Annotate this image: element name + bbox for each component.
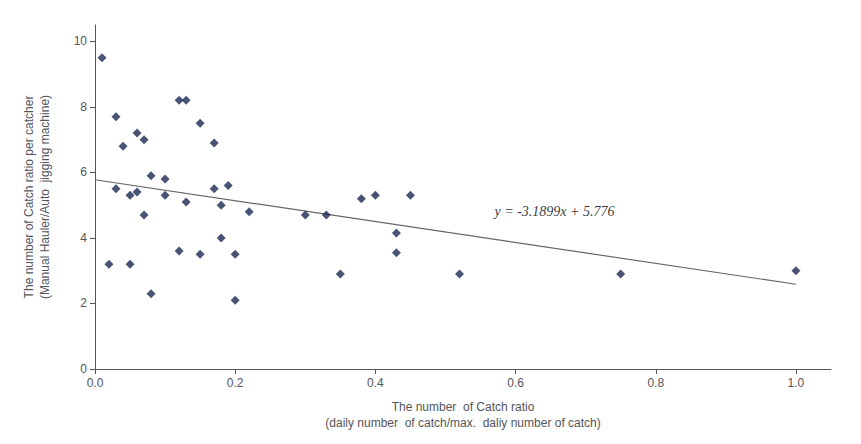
svg-text:The number of Catch ratio: The number of Catch ratio (392, 400, 535, 414)
svg-text:10: 10 (74, 34, 88, 48)
svg-text:4: 4 (80, 231, 87, 245)
svg-text:6: 6 (80, 165, 87, 179)
svg-text:8: 8 (80, 100, 87, 114)
svg-text:The number of Catch ratio per: The number of Catch ratio per catcher (22, 96, 36, 299)
svg-text:0: 0 (80, 362, 87, 376)
svg-text:0.2: 0.2 (227, 376, 244, 390)
svg-text:0.4: 0.4 (367, 376, 384, 390)
svg-text:(daily number of catch/max.: (daily number of catch/max. daliy number… (325, 416, 600, 430)
svg-text:y = -3.1899x + 5.776: y = -3.1899x + 5.776 (493, 204, 615, 219)
svg-text:0.6: 0.6 (507, 376, 524, 390)
svg-text:1.0: 1.0 (788, 376, 805, 390)
svg-text:0.8: 0.8 (647, 376, 664, 390)
svg-text:(Manual Hauler/Auto jigging m: (Manual Hauler/Auto jigging machine) (38, 95, 52, 299)
svg-text:2: 2 (80, 296, 87, 310)
svg-text:0.0: 0.0 (87, 376, 104, 390)
